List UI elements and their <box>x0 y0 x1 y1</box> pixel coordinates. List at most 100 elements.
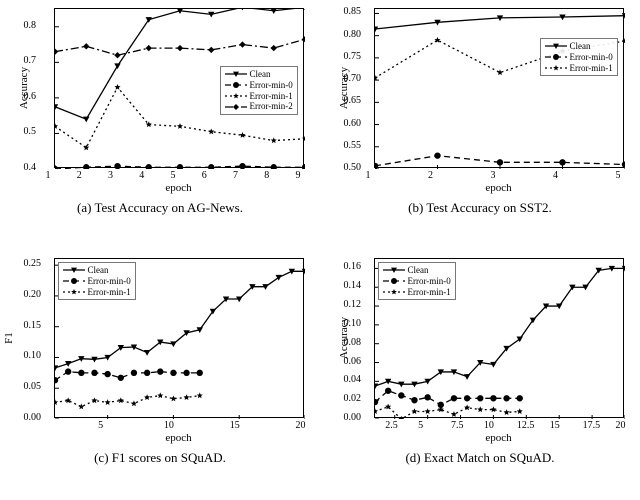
legend-swatch-icon <box>383 287 405 297</box>
x-tick-label: 4 <box>139 170 144 181</box>
legend-label: Clean <box>88 265 109 276</box>
legend-swatch-icon <box>225 69 247 79</box>
legend-label: Error-min-0 <box>88 276 131 287</box>
legend-label: Error-min-1 <box>408 287 451 298</box>
legend-label: Clean <box>570 41 591 52</box>
panel-caption: (a) Test Accuracy on AG-News. <box>9 200 312 216</box>
y-tick-label: 0.8 <box>24 20 37 31</box>
legend-item: Clean <box>225 69 293 80</box>
legend-item: Error-min-0 <box>383 276 451 287</box>
legend-swatch-icon <box>63 287 85 297</box>
y-tick-label: 0.10 <box>24 350 42 361</box>
panel-caption: (c) F1 scores on SQuAD. <box>9 450 312 466</box>
x-tick-label: 12.5 <box>517 420 535 431</box>
legend-item: Clean <box>545 41 613 52</box>
x-tick-label: 5 <box>418 420 423 431</box>
x-tick-label: 8 <box>264 170 269 181</box>
legend-item: Error-min-1 <box>63 287 131 298</box>
x-tick-label: 7.5 <box>451 420 464 431</box>
y-tick-label: 0.06 <box>344 356 362 367</box>
legend-item: Clean <box>63 265 131 276</box>
x-axis-label: epoch <box>374 182 624 194</box>
legend-label: Error-min-2 <box>250 101 293 112</box>
y-tick-label: 0.00 <box>24 412 42 423</box>
y-tick-label: 0.65 <box>344 95 362 106</box>
x-tick-label: 1 <box>366 170 371 181</box>
legend-swatch-icon <box>225 102 247 112</box>
panel-caption: (d) Exact Match on SQuAD. <box>329 450 632 466</box>
y-tick-label: 0.85 <box>344 6 362 17</box>
y-tick-label: 0.25 <box>24 258 42 269</box>
legend-item: Error-min-0 <box>63 276 131 287</box>
x-axis-label: epoch <box>374 432 624 444</box>
x-tick-label: 7 <box>233 170 238 181</box>
y-tick-label: 0.10 <box>344 318 362 329</box>
x-tick-label: 2 <box>428 170 433 181</box>
y-tick-label: 0.6 <box>24 91 37 102</box>
legend: CleanError-min-0Error-min-1 <box>540 38 618 76</box>
x-tick-label: 2 <box>77 170 82 181</box>
y-tick-label: 0.14 <box>344 280 362 291</box>
legend-label: Error-min-1 <box>570 63 613 74</box>
x-tick-label: 4 <box>553 170 558 181</box>
x-tick-label: 17.5 <box>583 420 601 431</box>
x-tick-label: 2.5 <box>385 420 398 431</box>
legend-swatch-icon <box>545 52 567 62</box>
x-tick-label: 10 <box>484 420 494 431</box>
legend-item: Error-min-1 <box>545 63 613 74</box>
legend-item: Error-min-2 <box>225 101 293 112</box>
x-tick-label: 6 <box>202 170 207 181</box>
x-tick-label: 1 <box>46 170 51 181</box>
y-tick-label: 0.20 <box>24 289 42 300</box>
y-tick-label: 0.4 <box>24 162 37 173</box>
panel-c: F151015200.000.050.100.150.200.25CleanEr… <box>0 250 320 500</box>
y-tick-label: 0.04 <box>344 374 362 385</box>
y-tick-label: 0.7 <box>24 55 37 66</box>
x-tick-label: 20 <box>296 420 306 431</box>
x-tick-label: 20 <box>616 420 626 431</box>
legend-label: Error-min-0 <box>250 80 293 91</box>
x-tick-label: 15 <box>230 420 240 431</box>
y-axis-label: F1 <box>2 332 14 344</box>
x-tick-label: 15 <box>550 420 560 431</box>
legend-label: Error-min-0 <box>570 52 613 63</box>
legend-item: Error-min-1 <box>383 287 451 298</box>
panel-d: Accuracy2.557.51012.51517.5200.000.020.0… <box>320 250 640 500</box>
y-tick-label: 0.75 <box>344 51 362 62</box>
y-tick-label: 0.12 <box>344 299 362 310</box>
legend-swatch-icon <box>225 80 247 90</box>
y-tick-label: 0.80 <box>344 29 362 40</box>
legend-item: Clean <box>383 265 451 276</box>
y-tick-label: 0.50 <box>344 162 362 173</box>
panel-b: Accuracy123450.500.550.600.650.700.750.8… <box>320 0 640 250</box>
x-tick-label: 9 <box>296 170 301 181</box>
panel-caption: (b) Test Accuracy on SST2. <box>329 200 632 216</box>
x-tick-label: 3 <box>491 170 496 181</box>
legend-swatch-icon <box>545 63 567 73</box>
x-axis-label: epoch <box>54 432 304 444</box>
panel-a: Accuracy1234567890.40.50.60.70.8CleanErr… <box>0 0 320 250</box>
legend-swatch-icon <box>545 41 567 51</box>
legend: CleanError-min-0Error-min-1 <box>378 262 456 300</box>
y-tick-label: 0.70 <box>344 73 362 84</box>
legend-item: Error-min-0 <box>225 80 293 91</box>
y-tick-label: 0.08 <box>344 337 362 348</box>
y-axis-label: Accuracy <box>18 67 30 109</box>
legend-label: Error-min-1 <box>250 91 293 102</box>
legend-swatch-icon <box>383 276 405 286</box>
y-tick-label: 0.16 <box>344 261 362 272</box>
legend-swatch-icon <box>225 91 247 101</box>
legend-item: Error-min-0 <box>545 52 613 63</box>
y-tick-label: 0.60 <box>344 118 362 129</box>
y-tick-label: 0.55 <box>344 140 362 151</box>
y-tick-label: 0.05 <box>24 381 42 392</box>
legend-item: Error-min-1 <box>225 91 293 102</box>
y-tick-label: 0.00 <box>344 412 362 423</box>
x-tick-label: 3 <box>108 170 113 181</box>
legend: CleanError-min-0Error-min-1 <box>58 262 136 300</box>
legend-swatch-icon <box>63 276 85 286</box>
x-tick-label: 10 <box>164 420 174 431</box>
legend-label: Error-min-0 <box>408 276 451 287</box>
x-tick-label: 5 <box>98 420 103 431</box>
legend-swatch-icon <box>63 265 85 275</box>
